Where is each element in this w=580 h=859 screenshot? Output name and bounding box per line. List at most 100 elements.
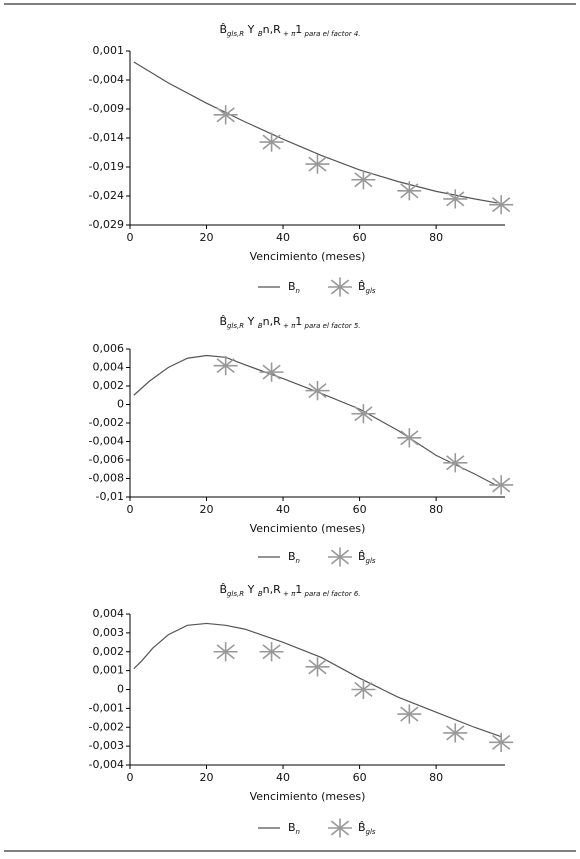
legend-label: Bn: [288, 821, 300, 836]
y-tick-label: 0,004: [93, 361, 125, 374]
star-point: [305, 154, 330, 174]
y-tick-label: 0,002: [93, 379, 125, 392]
series-line: [133, 354, 498, 487]
star-point: [489, 195, 514, 215]
y-tick-label: -0,01: [96, 490, 124, 503]
star-stroke: [262, 134, 281, 150]
subscript: gls: [366, 287, 376, 295]
series-line: [133, 622, 502, 738]
star-point: [213, 642, 238, 662]
y-tick-label: 0,004: [93, 607, 125, 620]
star-stroke: [216, 644, 235, 660]
text-segment: B̂: [358, 550, 366, 563]
y-tick-label: -0,019: [89, 160, 124, 173]
star-stroke: [330, 279, 350, 295]
star-point: [397, 181, 422, 201]
star-stroke: [354, 406, 373, 422]
legend-star: [328, 547, 352, 567]
subscript: para el factor 4.: [302, 30, 360, 38]
chart-title: B̂gls,R Y Bn,R + π1 para el factor 6.: [219, 583, 360, 598]
y-tick-label: -0,003: [89, 739, 124, 752]
x-tick-label: 60: [353, 771, 367, 784]
x-tick-label: 40: [276, 771, 290, 784]
y-tick-label: -0,006: [89, 453, 124, 466]
star-point: [397, 428, 422, 448]
star-point: [259, 362, 284, 382]
x-axis-label: Vencimiento (meses): [250, 250, 366, 263]
star-stroke: [446, 725, 465, 741]
y-tick-label: 0,003: [93, 626, 125, 639]
star-point: [213, 356, 238, 376]
legend-label: Bn: [288, 550, 300, 565]
star-stroke: [308, 383, 327, 399]
subscript: B: [258, 590, 263, 598]
star-stroke: [446, 455, 465, 471]
x-tick-label: 60: [353, 231, 367, 244]
text-segment: 1: [295, 583, 302, 596]
star-point: [213, 105, 238, 125]
star-stroke: [492, 197, 511, 213]
subscript: + π: [281, 322, 296, 330]
star-point: [259, 132, 284, 152]
subscript: gls: [366, 557, 376, 565]
y-tick-label: 0: [117, 683, 124, 696]
legend-label: B̂gls: [358, 280, 376, 295]
star-point: [443, 189, 468, 209]
y-tick-label: -0,001: [89, 701, 124, 714]
x-axis-label: Vencimiento (meses): [250, 790, 366, 803]
text-segment: B̂: [219, 583, 227, 596]
text-segment: n,R: [263, 315, 281, 328]
y-tick-label: -0,002: [89, 416, 124, 429]
y-tick-label: -0,029: [89, 218, 124, 231]
y-tick-label: -0,004: [89, 758, 124, 771]
text-segment: B̂: [358, 821, 366, 834]
y-tick-label: 0: [117, 398, 124, 411]
subscript: + π: [281, 590, 296, 598]
text-segment: Y: [244, 315, 258, 328]
subscript: gls,R: [227, 322, 244, 330]
star-stroke: [492, 734, 511, 750]
subscript: gls: [366, 828, 376, 836]
x-tick-label: 0: [127, 231, 134, 244]
text-segment: B: [288, 280, 296, 293]
text-segment: B̂: [219, 23, 227, 36]
y-tick-label: -0,024: [89, 189, 124, 202]
y-tick-label: 0,006: [93, 342, 125, 355]
star-point: [351, 170, 376, 190]
star-point: [351, 679, 376, 700]
star-point: [305, 381, 330, 401]
x-tick-label: 80: [429, 503, 443, 516]
text-segment: 1: [295, 315, 302, 328]
subscript: B: [258, 322, 263, 330]
star-point: [305, 657, 330, 677]
x-axis-label: Vencimiento (meses): [250, 522, 366, 535]
star-stroke: [308, 659, 327, 675]
star-point: [489, 732, 514, 752]
star-stroke: [330, 820, 350, 836]
y-tick-label: -0,009: [89, 102, 124, 115]
y-tick-label: -0,002: [89, 720, 124, 733]
text-segment: B̂: [358, 280, 366, 293]
x-tick-label: 20: [200, 503, 214, 516]
star-stroke: [400, 430, 419, 446]
text-segment: 1: [295, 23, 302, 36]
text-segment: Y: [244, 23, 258, 36]
text-segment: B̂: [219, 315, 227, 328]
star-stroke: [492, 477, 511, 493]
text-segment: n,R: [263, 583, 281, 596]
legend-label: Bn: [288, 280, 300, 295]
subscript: + π: [281, 30, 296, 38]
x-tick-label: 40: [276, 503, 290, 516]
x-tick-label: 80: [429, 231, 443, 244]
subscript: n: [296, 828, 300, 836]
x-tick-label: 20: [200, 231, 214, 244]
legend-label: B̂gls: [358, 821, 376, 836]
subscript: para el factor 6.: [302, 590, 360, 598]
chart-title: B̂gls,R Y Bn,R + π1 para el factor 5.: [219, 315, 360, 330]
text-segment: B: [288, 821, 296, 834]
subscript: gls,R: [227, 590, 244, 598]
subscript: n: [296, 557, 300, 565]
star-point: [489, 475, 514, 495]
y-tick-label: -0,008: [89, 472, 124, 485]
